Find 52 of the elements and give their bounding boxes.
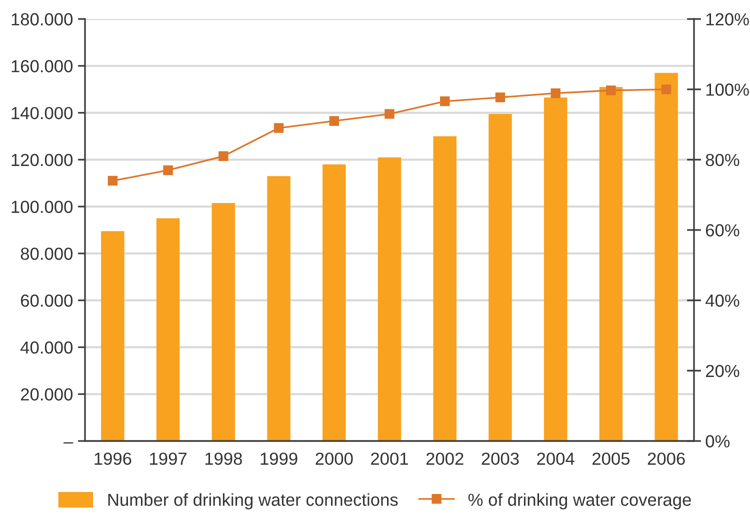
bar: [322, 164, 346, 441]
x-tick-label: 2004: [537, 452, 574, 465]
y-tick-label: 80.000: [20, 248, 73, 260]
bar: [101, 231, 124, 441]
bar: [212, 203, 236, 441]
x-tick-label: 2003: [482, 452, 519, 465]
y-tick-label: 160.000: [12, 60, 73, 72]
x-tick-label: 2001: [371, 452, 408, 465]
bar: [544, 98, 568, 441]
point: [384, 109, 394, 119]
y-tick-label: 140.000: [12, 106, 73, 120]
point: [440, 96, 450, 106]
x-tick-label: 1997: [150, 452, 186, 465]
x-tick-label: 2006: [648, 452, 685, 465]
point: [218, 151, 228, 162]
x-tick-label: 2000: [316, 452, 353, 465]
point: [606, 86, 616, 96]
point: [329, 116, 339, 126]
y2-tick-label: 20%: [706, 364, 740, 378]
y2-tick-label: 60%: [706, 224, 740, 236]
y2-tick-label: 120%: [706, 13, 749, 26]
point: [550, 88, 560, 98]
legend-label: Number of drinking water connections: [108, 493, 398, 510]
point: [495, 92, 506, 102]
point: [274, 123, 284, 133]
y-tick-label: –: [64, 442, 74, 444]
x-tick-label: 2002: [426, 452, 464, 465]
bar: [599, 86, 623, 441]
bar: [156, 218, 180, 441]
point: [163, 165, 173, 176]
y-tick-label: 180.000: [12, 13, 73, 26]
point: [661, 84, 672, 94]
bar: [378, 157, 402, 441]
y2-tick-label: 40%: [706, 294, 740, 307]
bar: [654, 72, 678, 441]
y-tick-label: 40.000: [20, 341, 73, 354]
x-tick-label: 2005: [592, 452, 630, 465]
y-tick-label: 100.000: [12, 200, 73, 214]
x-tick-label: 1996: [94, 452, 132, 465]
point: [108, 176, 118, 186]
x-tick-label: 1999: [260, 452, 298, 465]
y-tick-label: 120.000: [12, 154, 73, 166]
bar: [433, 136, 456, 441]
y2-tick-label: 0%: [706, 435, 730, 448]
y-tick-label: 60.000: [20, 294, 73, 307]
y2-tick-label: 80%: [706, 154, 740, 166]
x-tick-label: 1998: [205, 452, 242, 465]
legend-label: % of drinking water coverage: [468, 493, 691, 510]
y-tick-label: 20.000: [20, 388, 73, 401]
bar: [267, 176, 290, 441]
y2-tick-label: 100%: [706, 84, 749, 96]
bar: [488, 114, 512, 441]
